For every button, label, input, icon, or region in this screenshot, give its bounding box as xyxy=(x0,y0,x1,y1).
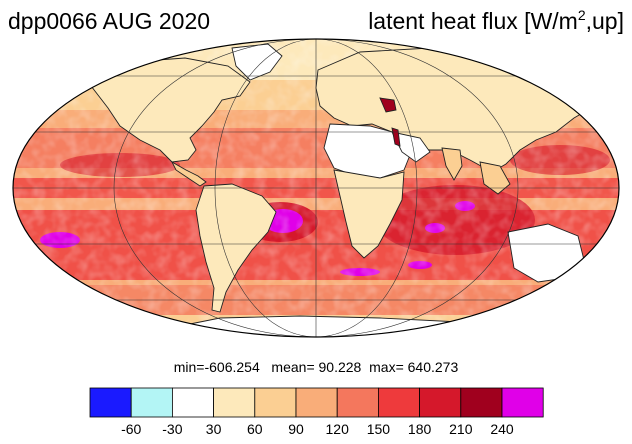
colorbar-swatch xyxy=(336,387,379,418)
red-sea xyxy=(391,127,401,147)
colorbar-tick-label: 240 xyxy=(490,421,514,437)
colorbar-tick-label: -30 xyxy=(162,421,183,437)
southeast-asia xyxy=(479,161,511,195)
graticule xyxy=(13,39,619,337)
min-value: -606.254 xyxy=(204,359,260,375)
africa-south xyxy=(333,169,405,259)
colorbar-swatch xyxy=(254,387,297,418)
caspian-sea xyxy=(379,97,397,113)
mean-label: mean= xyxy=(271,359,315,375)
colorbar-swatch xyxy=(501,387,544,418)
colorbar-tick-label: 30 xyxy=(205,421,222,437)
colorbar-swatch xyxy=(419,387,462,418)
colorbar-swatch xyxy=(460,387,503,418)
colorbar-tick-label: 120 xyxy=(325,421,349,437)
sahara-africa xyxy=(323,123,413,179)
field-statistics: min=-606.254 mean= 90.228 max= 640.273 xyxy=(0,359,632,375)
variable-title-main: latent heat flux [W/m xyxy=(368,8,578,34)
colorbar-swatch xyxy=(295,387,338,418)
arabia xyxy=(391,131,431,163)
min-label: min= xyxy=(173,359,205,375)
variable-title-exponent: 2 xyxy=(577,7,586,23)
max-value: 640.273 xyxy=(407,359,459,375)
colorbar-swatch xyxy=(171,387,214,418)
plot-title: dpp0066 AUG 2020 xyxy=(8,8,211,34)
colorbar-swatch xyxy=(213,387,256,418)
mean-value: 90.228 xyxy=(318,359,362,375)
greenland xyxy=(231,43,283,81)
meridian-ellipse xyxy=(113,39,519,337)
colorbar xyxy=(89,387,544,418)
flux-field xyxy=(13,39,619,337)
colorbar-tick-label: 210 xyxy=(449,421,473,437)
variable-title: latent heat flux [W/m2,up] xyxy=(368,8,624,35)
colorbar-tick-label: 90 xyxy=(288,421,304,437)
central-america xyxy=(170,160,207,187)
colorbar-tick-label: 60 xyxy=(247,421,263,437)
colorbar-tick-label: 150 xyxy=(366,421,391,437)
south-america xyxy=(195,183,277,313)
colorbar-swatch xyxy=(89,387,132,418)
colorbar-tick-label: 180 xyxy=(407,421,432,437)
colorbar-swatch xyxy=(130,387,173,418)
variable-title-end: ,up] xyxy=(585,8,624,34)
colorbar-tick-label: -60 xyxy=(121,421,142,437)
colorbar-swatch xyxy=(377,387,420,418)
max-label: max= xyxy=(369,359,404,375)
india xyxy=(441,147,463,181)
globe-outline xyxy=(12,38,620,338)
meridian-ellipse xyxy=(214,39,418,337)
